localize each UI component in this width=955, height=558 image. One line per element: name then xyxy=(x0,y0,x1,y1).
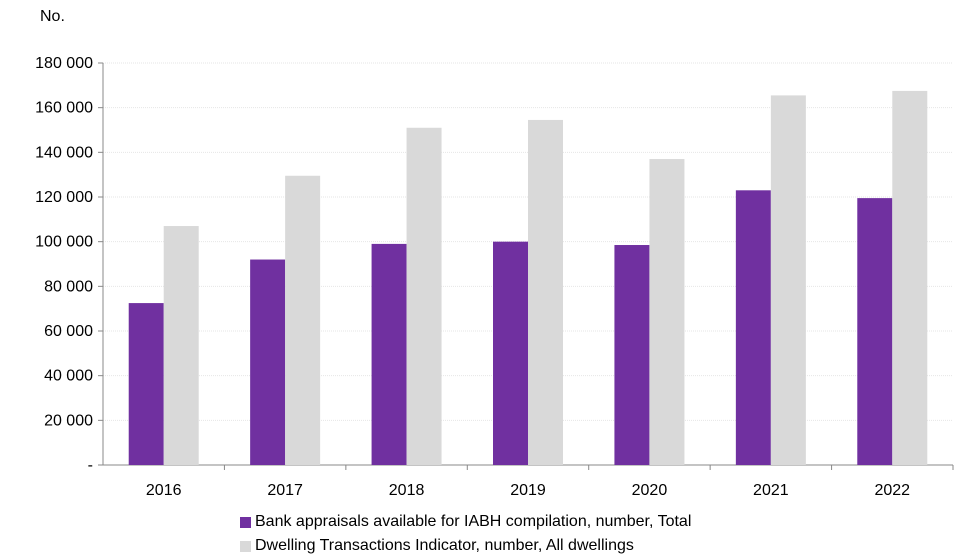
y-tick-label: 140 000 xyxy=(35,144,93,161)
bar-bank-appraisals xyxy=(735,190,771,466)
bar-chart: - 20 000 40 000 60 000 80 000 100 000 120 000 1… xyxy=(35,55,954,499)
bar-dwelling-transactions xyxy=(770,95,806,465)
y-axis-unit-label: No. xyxy=(40,8,65,25)
x-tick-label: 2017 xyxy=(267,482,303,499)
bar-bank-appraisals xyxy=(614,245,650,465)
legend-item-bank-appraisals: Bank appraisals available for IABH compi… xyxy=(240,510,691,534)
legend-item-dwelling-transactions: Dwelling Transactions Indicator, number,… xyxy=(240,534,691,558)
y-tick-label: 180 000 xyxy=(35,55,93,72)
bar-bank-appraisals xyxy=(128,303,164,465)
x-tick-label: 2016 xyxy=(146,482,182,499)
bar-bank-appraisals xyxy=(250,259,286,465)
legend-label-bank-appraisals: Bank appraisals available for IABH compi… xyxy=(255,513,692,530)
y-tick-label: 160 000 xyxy=(35,100,93,117)
y-tick-label: 120 000 xyxy=(35,189,93,206)
x-tick-label: 2022 xyxy=(874,482,910,499)
bar-dwelling-transactions xyxy=(285,175,321,466)
bar-dwelling-transactions xyxy=(163,226,199,465)
x-tick-label: 2021 xyxy=(753,482,789,499)
legend-swatch-bank-appraisals xyxy=(240,516,251,528)
y-tick-label: 80 000 xyxy=(44,278,93,295)
legend-label-dwelling-transactions: Dwelling Transactions Indicator, number,… xyxy=(255,537,634,554)
bar-dwelling-transactions xyxy=(406,127,442,466)
legend-swatch-dwelling-transactions xyxy=(240,540,251,552)
bar-dwelling-transactions xyxy=(649,159,685,466)
bar-bank-appraisals xyxy=(371,243,407,465)
y-tick-label: 60 000 xyxy=(44,323,93,340)
x-tick-label: 2020 xyxy=(632,482,668,499)
legend: Bank appraisals available for IABH compi… xyxy=(240,510,691,558)
x-tick-label: 2019 xyxy=(510,482,546,499)
y-tick-label: - xyxy=(88,457,93,474)
x-tick-label: 2018 xyxy=(389,482,425,499)
y-tick-label: 40 000 xyxy=(44,368,93,385)
y-tick-label: 20 000 xyxy=(44,412,93,429)
bar-dwelling-transactions xyxy=(892,90,928,466)
bar-bank-appraisals xyxy=(857,198,893,465)
bar-dwelling-transactions xyxy=(528,119,563,465)
y-tick-label: 100 000 xyxy=(35,234,93,251)
bar-bank-appraisals xyxy=(493,241,528,465)
